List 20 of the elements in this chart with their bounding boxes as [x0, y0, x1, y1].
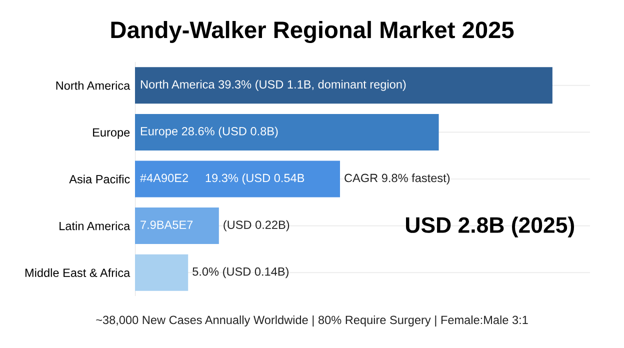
data-label: Europe 28.6% (USD 0.8B) — [140, 126, 278, 138]
chart-title: Dandy-Walker Regional Market 2025 — [111, 20, 514, 44]
bar — [135, 114, 439, 150]
annotation: CAGR 9.8% fastest) — [344, 174, 450, 184]
data-label: 5.0% (USD 0.14B) — [192, 267, 288, 278]
data-label: North America 39.3% (USD 1.1B, dominant region) — [140, 80, 406, 91]
bar — [135, 160, 340, 198]
y-tick-label: Europe — [93, 128, 130, 139]
y-tick-label: Latin America — [60, 222, 130, 230]
annotation: USD 2.8B (2025) — [406, 216, 574, 238]
bar — [135, 254, 188, 291]
bar — [135, 67, 552, 104]
data-label: #4A90E2 19.3% (USD 0.54B — [140, 174, 304, 184]
bar — [135, 208, 219, 244]
text: ~38,000 New Cases Annually Worldwide | 80% Require Surgery | Female:Male 3:1 — [96, 315, 528, 327]
y-tick-label: North America — [56, 81, 130, 90]
y-tick-label: Asia Pacific — [69, 174, 130, 184]
y-tick-label: Middle East & Africa — [25, 268, 130, 277]
data-label: 7.9BA5E7 — [140, 220, 193, 229]
annotation: (USD 0.22B) — [224, 220, 290, 232]
